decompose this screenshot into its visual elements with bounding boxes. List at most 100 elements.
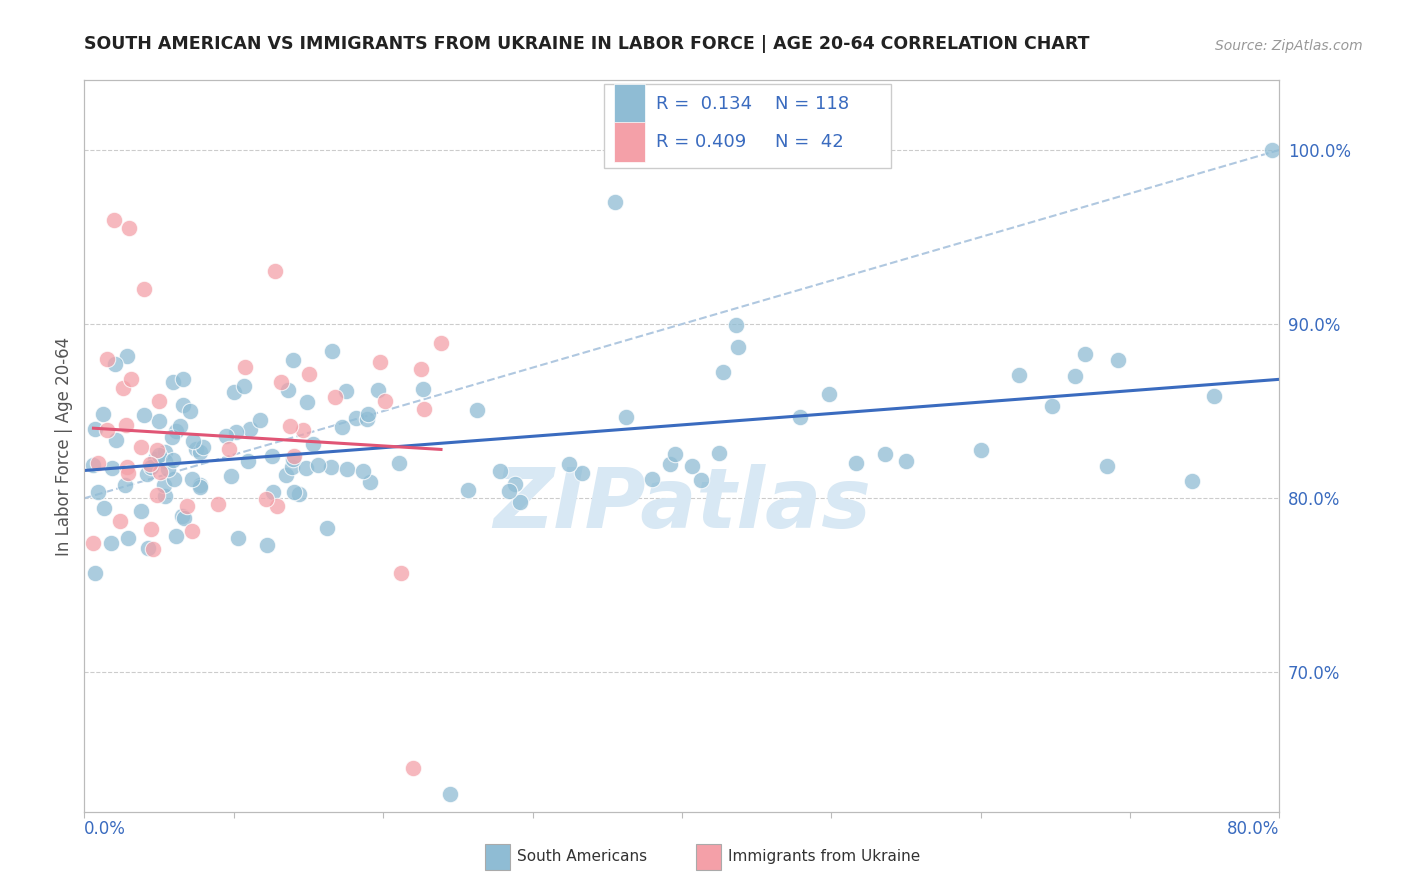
- Point: [845, 456, 868, 470]
- Point: [207, 497, 229, 511]
- Point: [138, 457, 160, 471]
- Point: [1107, 353, 1129, 368]
- Point: [162, 375, 184, 389]
- Point: [96, 351, 118, 366]
- Point: [319, 459, 342, 474]
- Point: [335, 384, 357, 399]
- Point: [1181, 474, 1204, 488]
- Point: [614, 409, 637, 424]
- Point: [172, 399, 194, 413]
- Point: [439, 787, 461, 801]
- Point: [302, 436, 325, 450]
- Point: [239, 422, 262, 436]
- Text: SOUTH AMERICAN VS IMMIGRANTS FROM UKRAINE IN LABOR FORCE | AGE 20-64 CORRELATION: SOUTH AMERICAN VS IMMIGRANTS FROM UKRAIN…: [84, 35, 1090, 53]
- Point: [222, 385, 245, 400]
- Point: [727, 340, 749, 354]
- Point: [281, 353, 304, 368]
- Text: 80.0%: 80.0%: [1227, 821, 1279, 838]
- Point: [276, 468, 298, 483]
- Point: [236, 454, 259, 468]
- Point: [139, 460, 162, 475]
- Point: [283, 449, 305, 463]
- Point: [818, 386, 841, 401]
- Point: [281, 452, 304, 467]
- Point: [970, 442, 993, 457]
- Point: [120, 372, 142, 386]
- Point: [681, 458, 703, 473]
- Point: [165, 528, 187, 542]
- Point: [149, 465, 172, 479]
- Point: [503, 477, 526, 491]
- Point: [112, 381, 135, 395]
- Point: [467, 402, 489, 417]
- Point: [86, 485, 108, 500]
- Point: [226, 531, 249, 545]
- Point: [173, 511, 195, 525]
- Point: [336, 462, 359, 476]
- FancyBboxPatch shape: [614, 84, 645, 124]
- Point: [457, 483, 479, 498]
- Point: [153, 478, 176, 492]
- Text: ZIPatlas: ZIPatlas: [494, 464, 870, 545]
- Point: [146, 488, 169, 502]
- Point: [93, 500, 115, 515]
- Point: [82, 536, 104, 550]
- Point: [283, 484, 305, 499]
- Point: [262, 484, 284, 499]
- Point: [100, 535, 122, 549]
- Point: [83, 566, 105, 580]
- Point: [356, 412, 378, 426]
- Point: [277, 383, 299, 397]
- Point: [188, 445, 211, 459]
- Point: [388, 456, 411, 470]
- Point: [707, 446, 730, 460]
- Point: [218, 442, 240, 457]
- Point: [254, 491, 277, 506]
- Point: [330, 419, 353, 434]
- Text: R = 0.409: R = 0.409: [655, 134, 745, 152]
- Point: [162, 453, 184, 467]
- Point: [139, 522, 162, 536]
- Point: [690, 473, 713, 487]
- Point: [288, 486, 311, 500]
- Text: R =  0.134: R = 0.134: [655, 95, 752, 113]
- Point: [295, 395, 318, 409]
- Point: [117, 349, 139, 363]
- Point: [603, 195, 626, 210]
- Point: [292, 423, 315, 437]
- FancyBboxPatch shape: [614, 122, 645, 162]
- Point: [135, 467, 157, 481]
- Point: [160, 430, 183, 444]
- Point: [153, 489, 176, 503]
- Point: [219, 468, 242, 483]
- Point: [659, 457, 682, 471]
- Point: [1095, 458, 1118, 473]
- Point: [184, 442, 207, 456]
- Point: [170, 508, 193, 523]
- Point: [115, 460, 138, 475]
- Point: [413, 401, 436, 416]
- Point: [169, 419, 191, 434]
- Point: [181, 472, 204, 486]
- Point: [711, 365, 734, 379]
- Point: [352, 464, 374, 478]
- Point: [789, 410, 811, 425]
- Point: [359, 475, 381, 489]
- Point: [571, 467, 593, 481]
- Text: N =  42: N = 42: [775, 134, 844, 152]
- Point: [411, 361, 433, 376]
- Point: [412, 382, 434, 396]
- Point: [264, 264, 287, 278]
- Point: [316, 521, 339, 535]
- Text: Immigrants from Ukraine: Immigrants from Ukraine: [728, 849, 921, 864]
- Point: [389, 566, 412, 580]
- Point: [374, 393, 396, 408]
- Text: 0.0%: 0.0%: [84, 821, 127, 838]
- Point: [104, 357, 127, 371]
- Point: [323, 390, 346, 404]
- Point: [249, 413, 271, 427]
- Point: [82, 458, 104, 472]
- Point: [148, 414, 170, 428]
- Point: [357, 407, 380, 421]
- Point: [256, 538, 278, 552]
